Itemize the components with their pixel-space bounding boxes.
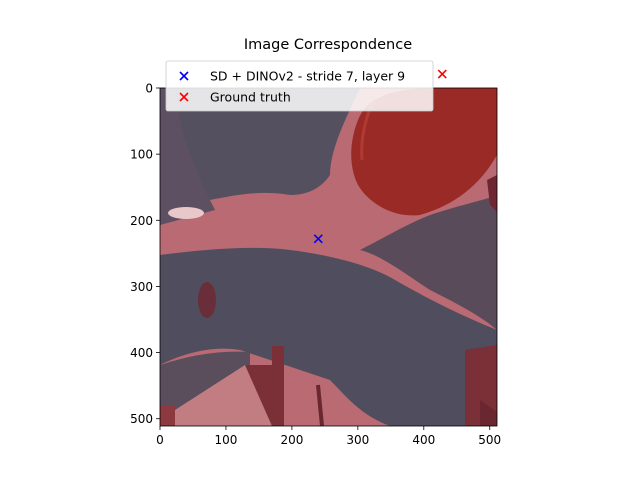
legend-label-1: SD + DINOv2 - stride 7, layer 9 bbox=[210, 69, 405, 84]
x-tick-label: 0 bbox=[156, 433, 164, 447]
data-markers bbox=[313, 69, 447, 244]
x-tick-label: 200 bbox=[280, 433, 303, 447]
y-tick-label: 100 bbox=[130, 148, 153, 162]
data-point-series-2 bbox=[437, 69, 447, 79]
y-tick-label: 200 bbox=[130, 214, 153, 228]
x-tick-label: 500 bbox=[478, 433, 501, 447]
background-image bbox=[160, 88, 497, 426]
y-tick-label: 300 bbox=[130, 280, 153, 294]
x-tick-label: 400 bbox=[412, 433, 435, 447]
legend-label-2: Ground truth bbox=[210, 90, 291, 105]
y-tick-label: 400 bbox=[130, 346, 153, 360]
legend-box bbox=[165, 60, 434, 112]
y-tick-label: 0 bbox=[145, 82, 153, 96]
legend-marker-1 bbox=[179, 71, 189, 81]
y-tick-label: 500 bbox=[130, 412, 153, 426]
legend-marker-2 bbox=[179, 92, 189, 102]
legend: SD + DINOv2 - stride 7, layer 9 Ground tr… bbox=[165, 60, 434, 112]
x-tick-label: 100 bbox=[214, 433, 237, 447]
chart-title: Image Correspondence bbox=[244, 37, 412, 53]
data-point-series-1 bbox=[313, 234, 323, 244]
x-tick-label: 300 bbox=[346, 433, 369, 447]
